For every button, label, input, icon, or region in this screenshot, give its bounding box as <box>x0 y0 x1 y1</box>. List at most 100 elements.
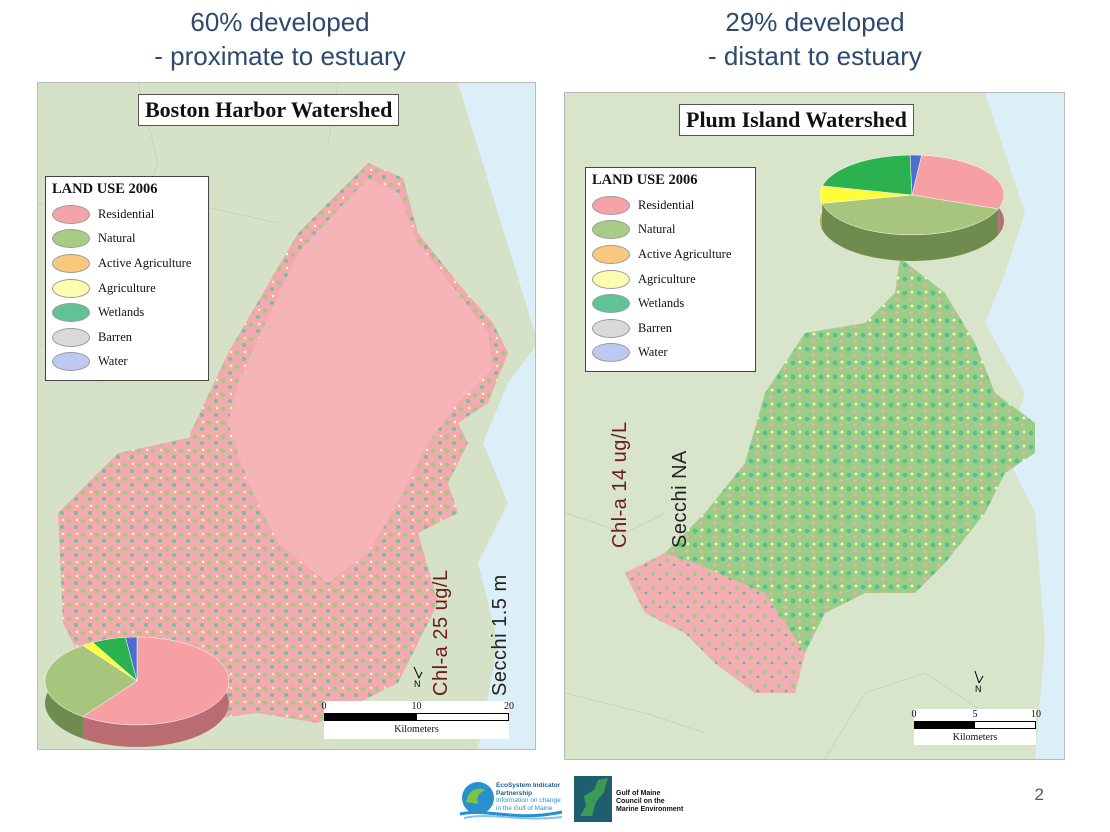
gomc-line: Council on the <box>616 798 665 805</box>
legend-label: Active Agriculture <box>638 246 732 261</box>
scale-unit: Kilometers <box>394 724 439 735</box>
scale-tick: 5 <box>972 709 978 720</box>
scale-ticks: 0 10 20 <box>321 701 515 713</box>
legend-label: Wetlands <box>638 296 685 311</box>
legend-item-water: Water <box>592 341 747 366</box>
plum-scale-bar: 0 5 10 Kilometers <box>911 709 1042 745</box>
legend-title: LAND USE 2006 <box>52 181 158 197</box>
boston-map-title: Boston Harbor Watershed <box>138 94 400 126</box>
legend-item-barren: Barren <box>592 316 747 341</box>
gomc-line: Gulf of Maine <box>616 790 661 797</box>
legend-swatch <box>52 352 90 372</box>
legend-label: Natural <box>98 231 136 246</box>
north-label: N <box>414 679 421 689</box>
legend-item-agriculture: Agriculture <box>52 276 200 301</box>
legend-item-residential: Residential <box>592 193 747 218</box>
legend-item-wetlands: Wetlands <box>52 300 200 325</box>
legend-label: Residential <box>98 206 155 221</box>
pie-slice-water <box>909 154 922 196</box>
plum-legend: LAND USE 2006 Residential Natural Active… <box>585 167 756 373</box>
esip-line: EcoSystem Indicator <box>496 782 561 789</box>
boston-secchi-label: Secchi 1.5 m <box>489 574 511 696</box>
plum-land-use-pie <box>819 154 1005 261</box>
legend-item-natural: Natural <box>592 218 747 243</box>
esip-line: Information on change <box>496 797 561 804</box>
legend-swatch <box>52 303 90 323</box>
left-heading-line2: - proximate to estuary <box>154 41 406 71</box>
legend-label: Water <box>638 345 668 360</box>
legend-label: Active Agriculture <box>98 255 192 270</box>
legend-label: Residential <box>638 197 695 212</box>
plum-island-map: Plum Island Watershed LAND USE 2006 Resi… <box>564 92 1065 760</box>
boston-scale-bar: 0 10 20 Kilometers <box>321 701 515 739</box>
legend-swatch <box>592 244 630 264</box>
gomc-line: Marine Environment <box>616 806 684 813</box>
pie-slice-natural <box>44 645 138 717</box>
north-label: N <box>975 684 982 694</box>
scale-ticks: 0 5 10 <box>911 709 1042 721</box>
legend-label: Agriculture <box>638 271 696 286</box>
legend-label: Water <box>98 354 128 369</box>
legend-item-agriculture: Agriculture <box>592 267 747 292</box>
boston-land-use-pie <box>44 636 230 747</box>
plum-secchi-label: Secchi NA <box>669 450 691 548</box>
plum-map-title: Plum Island Watershed <box>679 104 914 136</box>
pie-slice-water <box>125 636 138 682</box>
plum-map-background <box>565 93 1064 759</box>
legend-label: Barren <box>98 329 133 344</box>
legend-swatch <box>592 269 630 289</box>
legend-item-barren: Barren <box>52 325 200 350</box>
pie-side-natural <box>822 203 999 261</box>
right-heading-line2: - distant to estuary <box>708 41 922 71</box>
north-arrow-icon: N <box>967 669 987 695</box>
scale-tick: 0 <box>911 709 917 720</box>
legend-swatch <box>52 278 90 298</box>
legend-title: LAND USE 2006 <box>592 172 698 188</box>
scale-tick: 10 <box>1031 709 1041 720</box>
esip-logo-text: EcoSystem Indicator Partnership Informat… <box>496 782 561 812</box>
boston-harbor-map: Boston Harbor Watershed LAND USE 2006 Re… <box>37 82 536 750</box>
page-number: 2 <box>1034 785 1044 804</box>
legend-item-wetlands: Wetlands <box>592 291 747 316</box>
gomc-logo: Gulf of Maine Council on the Marine Envi… <box>574 776 694 822</box>
legend-swatch <box>592 195 630 215</box>
legend-swatch <box>592 318 630 338</box>
left-heading: 60% developed - proximate to estuary <box>95 5 465 73</box>
legend-item-active-agriculture: Active Agriculture <box>592 242 747 267</box>
esip-logo: EcoSystem Indicator Partnership Informat… <box>456 778 566 822</box>
legend-item-active-agriculture: Active Agriculture <box>52 251 200 276</box>
plum-chla-label: Chl-a 14 ug/L <box>609 421 631 548</box>
scale-tick: 10 <box>411 701 422 712</box>
left-heading-line1: 60% developed <box>190 7 370 37</box>
scale-tick: 20 <box>504 701 514 712</box>
legend-label: Agriculture <box>98 280 156 295</box>
scale-unit: Kilometers <box>952 732 998 743</box>
legend-label: Barren <box>638 320 673 335</box>
scale-bar-graphic <box>324 713 509 721</box>
north-arrow-icon: N <box>408 666 428 690</box>
legend-label: Natural <box>638 222 676 237</box>
esip-line: Partnership <box>496 789 533 797</box>
right-heading: 29% developed - distant to estuary <box>640 5 990 73</box>
legend-swatch <box>592 220 630 240</box>
pie-slice-natural <box>821 194 999 236</box>
boston-chla-label: Chl-a 25 ug/L <box>430 569 452 696</box>
legend-item-water: Water <box>52 350 200 375</box>
pie-slice-residential <box>911 154 1005 210</box>
esip-line: in the Gulf of Maine <box>496 804 553 812</box>
scale-bar-graphic <box>914 721 1036 729</box>
scale-tick: 0 <box>321 701 327 712</box>
legend-item-natural: Natural <box>52 227 200 252</box>
pie-slice-wetlands <box>822 154 913 196</box>
pie-slice-residential <box>82 636 230 726</box>
gomc-logo-icon <box>574 776 612 822</box>
right-heading-line1: 29% developed <box>725 7 905 37</box>
legend-swatch <box>52 229 90 249</box>
boston-legend: LAND USE 2006 Residential Natural Active… <box>45 176 209 382</box>
legend-swatch <box>592 343 630 363</box>
legend-label: Wetlands <box>98 305 145 320</box>
legend-item-residential: Residential <box>52 202 200 227</box>
legend-swatch <box>52 204 90 224</box>
gomc-logo-text: Gulf of Maine Council on the Marine Envi… <box>616 790 683 814</box>
legend-swatch <box>592 294 630 314</box>
